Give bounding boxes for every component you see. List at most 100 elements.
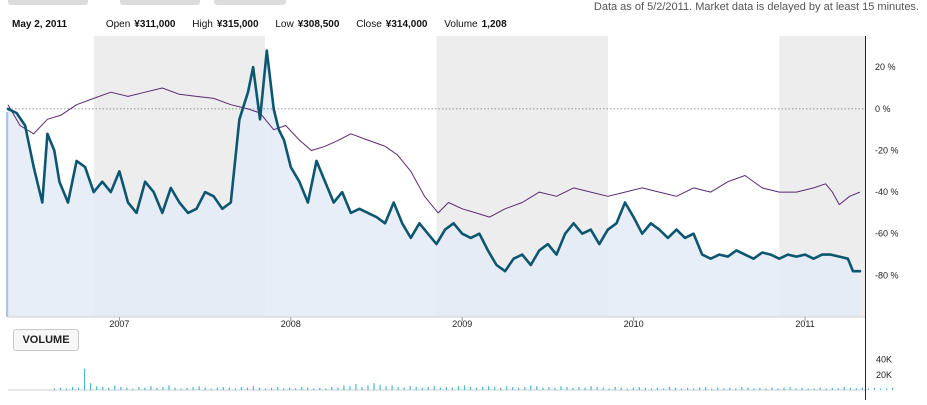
volume-bar — [295, 388, 297, 390]
volume-bar — [132, 388, 134, 390]
volume-bar — [530, 385, 532, 390]
volume-bar — [343, 385, 345, 390]
low-value: ¥308,500 — [297, 19, 340, 30]
volume-bar — [96, 386, 98, 390]
index-line — [7, 87, 861, 218]
x-tick-label: 2009 — [452, 319, 472, 329]
stock-line — [6, 49, 862, 273]
volume-bar — [331, 387, 333, 390]
y-tick-label: 0 % — [875, 104, 891, 114]
volume-bar — [475, 387, 478, 390]
volume-bar — [385, 386, 387, 390]
volume-bar — [560, 386, 562, 390]
range-tab-2[interactable] — [120, 0, 200, 5]
volume-bar — [409, 386, 411, 390]
volume-bar — [469, 387, 472, 390]
volume-bar — [427, 387, 429, 390]
volume-bar — [144, 387, 146, 390]
volume-bar — [584, 387, 586, 390]
volume-bar — [108, 387, 110, 390]
volume-bar — [198, 386, 200, 390]
range-tab-3[interactable] — [214, 0, 286, 5]
volume-bar — [240, 387, 242, 390]
volume-bar — [283, 388, 285, 390]
volume-bar — [843, 387, 845, 390]
x-tick-label: 2008 — [281, 319, 301, 329]
x-tick-label: 2007 — [109, 319, 129, 329]
volume-bar — [518, 387, 520, 390]
volume-bar — [873, 387, 876, 390]
volume-bar — [246, 387, 248, 390]
volume-bar — [186, 387, 188, 390]
volume-bar — [699, 387, 701, 390]
volume-bar — [313, 388, 315, 390]
volume-bar — [349, 386, 351, 390]
volume-bar — [795, 388, 797, 390]
volume-bar — [687, 387, 689, 390]
y-tick-label: -80 % — [875, 270, 899, 280]
volume-bar — [258, 387, 261, 390]
volume-bar — [457, 386, 459, 390]
volume-bar — [451, 387, 453, 390]
volume-bar — [632, 387, 634, 390]
volume-bar — [482, 387, 484, 390]
volume-bar — [572, 387, 574, 390]
data-as-of-note: Data as of 5/2/2011. Market data is dela… — [593, 1, 919, 13]
volume-bar — [59, 387, 62, 390]
volume-bar — [53, 388, 56, 390]
volume-bar — [825, 388, 827, 390]
x-tick-label: 2010 — [624, 319, 644, 329]
volume-bar — [210, 388, 212, 390]
volume-bar — [120, 387, 122, 390]
volume-bar — [590, 386, 592, 390]
volume-bar — [421, 387, 423, 390]
volume-bar — [463, 385, 466, 390]
volume-bar — [277, 387, 279, 390]
volume-bar — [831, 387, 833, 390]
volume-bar — [192, 387, 194, 390]
volume-bar — [789, 387, 791, 390]
volume-bar — [638, 387, 640, 390]
volume-bar — [711, 388, 713, 390]
volume-bar — [494, 387, 496, 390]
y-tick-label: 20 % — [875, 62, 896, 72]
volume-bar — [156, 387, 158, 390]
volume-bar — [886, 388, 888, 390]
volume-bar — [729, 387, 731, 390]
volume-bar — [849, 387, 851, 390]
volume-bar — [126, 387, 128, 390]
volume-bar — [693, 388, 695, 390]
volume-bar — [813, 388, 815, 390]
volume-bar — [445, 387, 447, 390]
volume-bar — [319, 387, 321, 390]
open-label: Open — [105, 19, 131, 30]
x-tick-label: 2011 — [795, 319, 814, 329]
volume-bar — [650, 388, 652, 390]
volume-bar — [668, 387, 671, 390]
volume-bar — [566, 387, 568, 390]
range-tab-1[interactable] — [8, 0, 88, 5]
volume-bar — [861, 387, 863, 390]
volume-bar — [84, 368, 86, 390]
volume-bar — [783, 387, 785, 390]
volume-toggle-button[interactable]: VOLUME — [13, 329, 79, 351]
volume-bar — [542, 387, 544, 390]
volume-bar — [391, 385, 393, 390]
volume-bar — [819, 387, 821, 390]
volume-bar — [717, 387, 719, 390]
volume-bar — [138, 387, 140, 390]
volume-bar — [656, 387, 658, 390]
volume-bar — [415, 387, 417, 390]
volume-bar — [759, 387, 761, 390]
volume-bar — [301, 387, 303, 390]
volume-bar — [536, 386, 538, 390]
low-label: Low — [275, 19, 294, 30]
volume-bar — [337, 387, 339, 390]
volume-bar — [488, 386, 490, 390]
open-value: ¥311,000 — [134, 19, 176, 30]
volume-bar — [524, 387, 526, 390]
volume-bar — [500, 387, 502, 390]
volume-value: 1,208 — [481, 19, 507, 30]
volume-bar — [620, 387, 622, 390]
